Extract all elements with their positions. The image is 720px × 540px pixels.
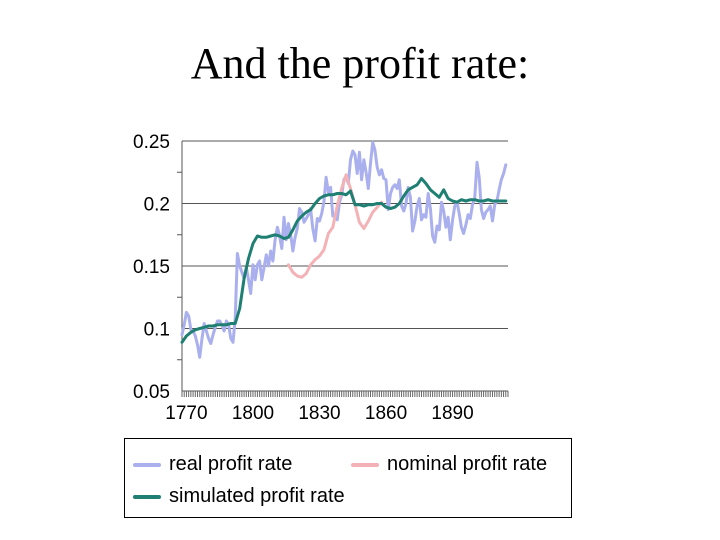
legend-item-simulated-profit-rate: simulated profit rate: [133, 485, 345, 508]
legend-label-nominal-profit-rate: nominal profit rate: [387, 453, 548, 475]
x-tick-label: 1800: [232, 403, 274, 424]
legend-label-real-profit-rate: real profit rate: [169, 453, 293, 475]
legend-swatch-simulated-profit-rate: [133, 494, 161, 499]
legend-label-simulated-profit-rate: simulated profit rate: [169, 485, 345, 507]
legend-swatch-nominal-profit-rate: [351, 462, 379, 467]
y-tick-label: 0.15: [133, 257, 170, 278]
y-tick-label: 0.1: [144, 320, 170, 341]
y-tick-label: 0.2: [144, 195, 170, 216]
simulated-profit-rate-line: [180, 177, 508, 344]
y-tick-label: 0.25: [133, 132, 170, 153]
slide-title: And the profit rate:: [190, 39, 530, 88]
legend-item-nominal-profit-rate: nominal profit rate: [351, 453, 547, 476]
x-tick-label: 1890: [431, 403, 473, 424]
series-lines: [180, 140, 508, 359]
axes: [177, 141, 509, 397]
legend-swatch-real-profit-rate: [133, 462, 161, 467]
x-tick-label: 1860: [365, 403, 407, 424]
nominal-profit-rate-line: [286, 173, 384, 279]
x-tick-label: 1830: [298, 403, 340, 424]
y-tick-label: 0.05: [133, 382, 170, 403]
x-tick-label: 1770: [165, 403, 207, 424]
tick-labels: 0.05 0.1 0.15 0.2 0.25 1770 1800 1830 1860 1890: [133, 132, 474, 424]
chart-legend: real profit rate nominal profit rate sim…: [124, 438, 572, 518]
legend-item-real-profit-rate: real profit rate: [133, 453, 292, 476]
profit-rate-chart: 0.05 0.1 0.15 0.2 0.25 1770 1800 1830 1860 1890: [133, 132, 509, 424]
